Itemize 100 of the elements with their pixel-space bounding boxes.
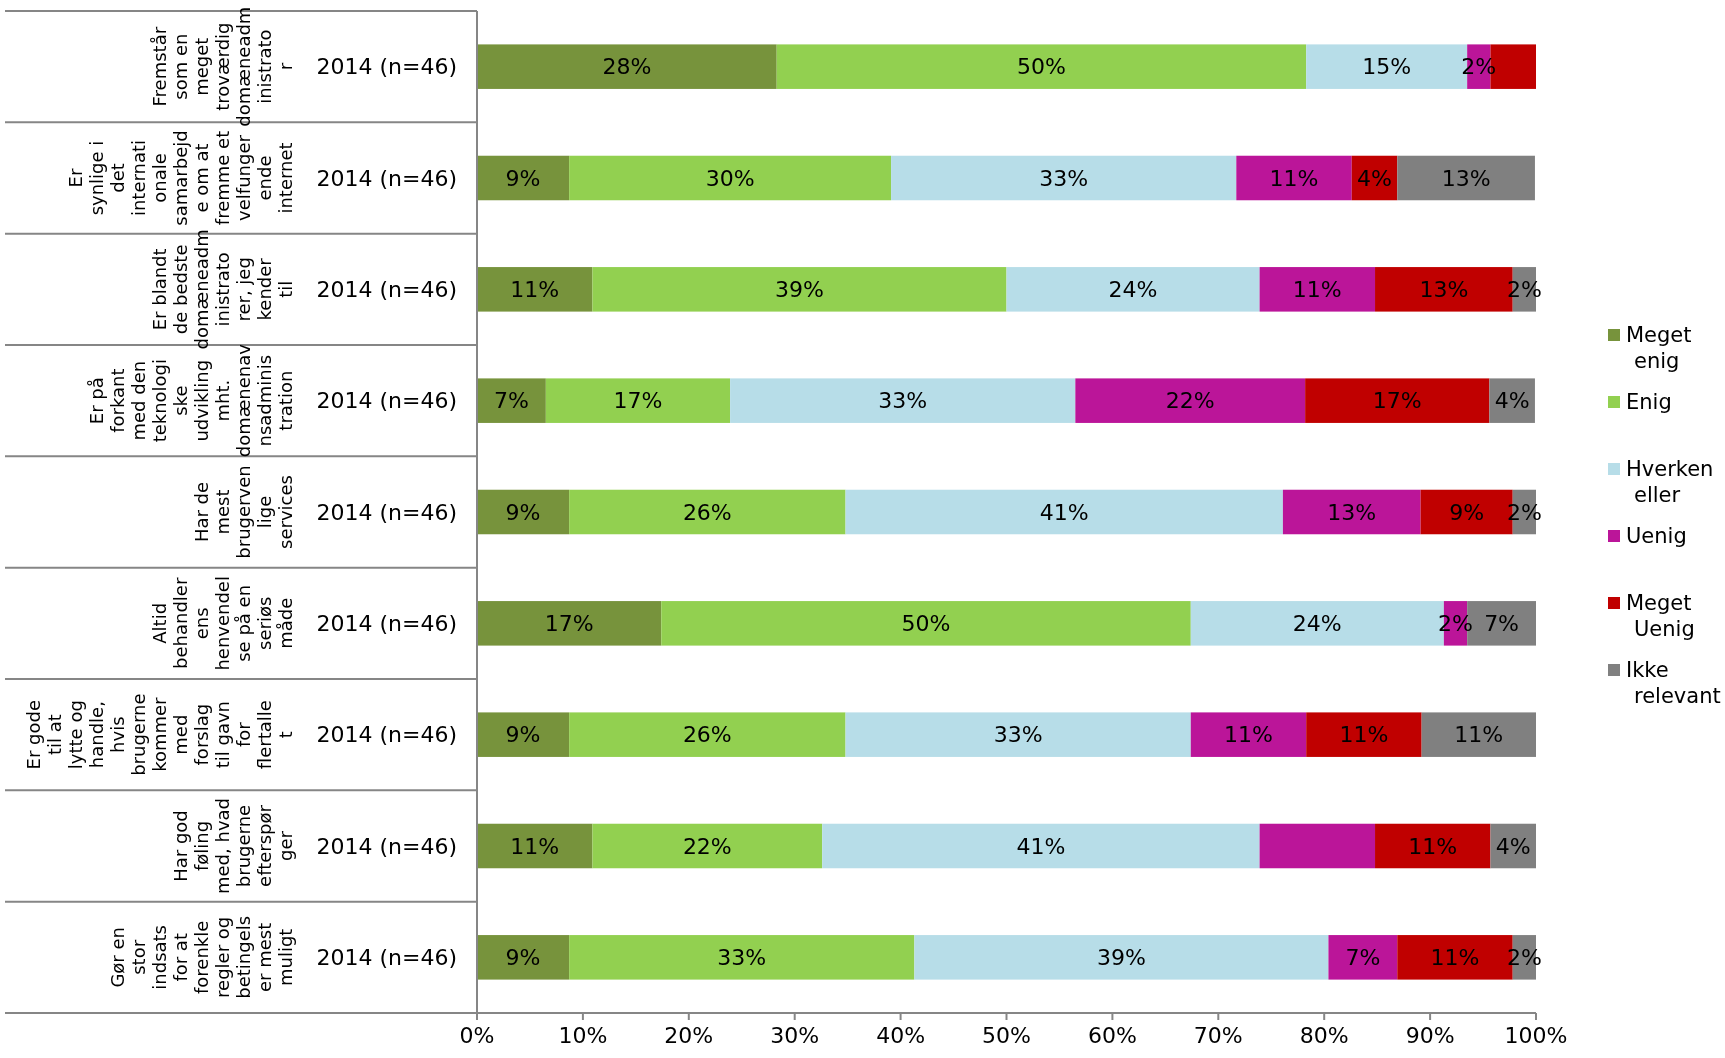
- bar: [477, 155, 570, 201]
- text: 2014 (n=46): [316, 276, 457, 302]
- x-tick-label: 50%: [982, 1023, 1031, 1048]
- y-tick-label: Har de mest brugervenlige services: [190, 465, 296, 559]
- bar: [477, 712, 570, 757]
- data-label: 39%: [1096, 944, 1146, 970]
- data-label: 41%: [1016, 833, 1066, 859]
- data-label: 11%: [1430, 944, 1480, 970]
- bar: [1397, 155, 1535, 201]
- bar: [845, 489, 1283, 535]
- bar: [1306, 712, 1422, 757]
- legend-label: Meget Uenig: [1626, 591, 1695, 641]
- bar: [592, 267, 1007, 312]
- data-label: 13%: [1441, 165, 1491, 191]
- text: 2014 (n=46): [316, 54, 457, 80]
- data-label: 4%: [1357, 165, 1392, 191]
- y-tick-label: Fremstår som en meget troværdig domæneadministrator: [148, 6, 296, 127]
- data-label: 11%: [1408, 833, 1458, 859]
- x-tick-label: 70%: [1193, 1023, 1243, 1048]
- bar: [592, 823, 823, 869]
- data-label: 11%: [1454, 722, 1504, 748]
- data-label: 41%: [1039, 499, 1089, 525]
- bar: [776, 44, 1307, 89]
- data-label: 30%: [705, 165, 755, 191]
- bar: [477, 378, 546, 423]
- x-tick-label: 100%: [1504, 1023, 1568, 1048]
- bar: [1305, 378, 1490, 423]
- bar: [730, 378, 1076, 423]
- bar: [1282, 489, 1421, 535]
- legend-label: Hverken eller: [1626, 457, 1714, 507]
- data-label: 28%: [602, 54, 652, 80]
- bar: [477, 44, 777, 89]
- text: 2014 (n=46): [316, 388, 457, 414]
- data-label: 22%: [682, 833, 732, 859]
- bar: [477, 823, 593, 869]
- data-label: 33%: [1039, 165, 1089, 191]
- data-label: 11%: [1224, 722, 1273, 748]
- data-label: 33%: [878, 388, 928, 414]
- x-tick-label: 20%: [664, 1023, 714, 1048]
- bar: [1421, 712, 1536, 757]
- bar: [914, 935, 1329, 980]
- data-label: 17%: [544, 610, 594, 636]
- bar: [1006, 267, 1260, 312]
- data-label: 33%: [717, 944, 767, 970]
- data-label: 9%: [505, 165, 541, 191]
- data-label: 4%: [1495, 833, 1531, 859]
- text: 2014 (n=46): [316, 610, 457, 636]
- bar: [661, 601, 1191, 646]
- data-label: 11%: [1339, 722, 1389, 748]
- data-label: 24%: [1292, 610, 1342, 636]
- text: 2014 (n=46): [316, 165, 457, 191]
- bar: [569, 155, 892, 201]
- x-tick-label: 90%: [1405, 1023, 1455, 1048]
- text: 2014 (n=46): [316, 499, 457, 525]
- data-label: 50%: [1016, 54, 1066, 80]
- data-label: 33%: [993, 722, 1043, 748]
- category-label: Er synlige i det internationale samarbejde om at fremme et velfungerende internet: [64, 130, 296, 226]
- data-label: 13%: [1327, 499, 1377, 525]
- data-label: 11%: [1292, 276, 1342, 302]
- bar: [545, 378, 731, 423]
- legend-label: Uenig: [1626, 524, 1687, 548]
- data-label: 17%: [1372, 388, 1422, 414]
- bar: [569, 712, 846, 757]
- data-label: 26%: [682, 722, 732, 748]
- x-tick-label: 0%: [459, 1023, 495, 1048]
- x-tick-label: 60%: [1087, 1023, 1137, 1048]
- data-label: 15%: [1362, 54, 1412, 80]
- bar: [1236, 155, 1352, 201]
- bar: [1190, 712, 1307, 757]
- bar: [477, 935, 570, 980]
- x-tick-label: 80%: [1299, 1023, 1349, 1048]
- legend-label: Meget enig: [1626, 323, 1692, 373]
- data-label: 9%: [505, 499, 541, 525]
- bar: [845, 712, 1191, 757]
- data-label: 17%: [613, 388, 663, 414]
- data-label: 26%: [682, 499, 732, 525]
- legend-label: Ikke relevant: [1626, 658, 1721, 708]
- bar: [822, 823, 1260, 869]
- data-label: 11%: [510, 276, 560, 302]
- legend-label: Enig: [1626, 390, 1672, 414]
- bar: [1328, 935, 1398, 980]
- y-tick-label: Har god føling med, hvad brugerne efterspørger: [169, 798, 296, 894]
- text: 2014 (n=46): [316, 944, 457, 970]
- bar: [569, 935, 915, 980]
- bar: [1259, 823, 1376, 869]
- data-label: 9%: [1449, 499, 1485, 525]
- bar: [477, 489, 570, 535]
- bar: [477, 601, 662, 646]
- data-label: 9%: [505, 722, 541, 748]
- data-label: 11%: [1269, 165, 1319, 191]
- y-tick-label: Altid behandler ens henvendelse på en seriøs måde: [148, 576, 296, 671]
- data-label: 4%: [1494, 388, 1530, 414]
- bar: [569, 489, 846, 535]
- data-label: 9%: [505, 944, 541, 970]
- category-label: Er gode til at lytte og handle, hvis brugerne kommer med forslag til gavn for flertallet: [22, 693, 296, 776]
- category-label: Gør en stor indsats for at forenkle regler og betingelser mest muligt: [106, 915, 296, 999]
- text: 2014 (n=46): [316, 722, 457, 748]
- text: 2014 (n=46): [316, 833, 457, 859]
- data-label: 24%: [1108, 276, 1158, 302]
- bar: [1259, 267, 1376, 312]
